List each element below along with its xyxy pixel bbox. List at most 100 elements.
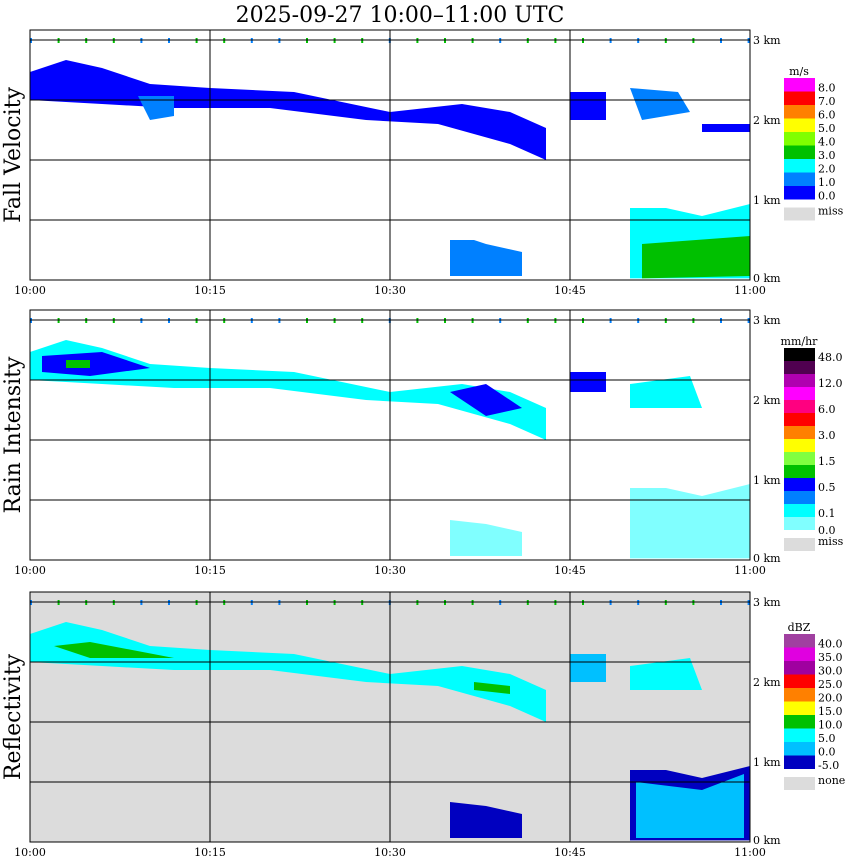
legend-label: 15.0 (818, 705, 843, 718)
plot-frame (29, 309, 751, 561)
legend-swatch (784, 159, 815, 173)
legend-label: 0.0 (818, 524, 836, 537)
y-tick-label: 2 km (753, 394, 781, 407)
legend-swatch (784, 387, 815, 400)
legend-swatch (784, 78, 815, 92)
legend-label: 5.0 (818, 732, 836, 745)
echo-region (630, 484, 750, 559)
y-tick-label: 3 km (753, 596, 781, 609)
legend-swatch (784, 728, 815, 742)
legend-swatch (784, 361, 815, 374)
x-tick-label: 10:00 (14, 564, 46, 577)
legend-swatch (784, 91, 815, 105)
echo-region (138, 96, 174, 120)
legend-swatch (784, 478, 815, 491)
legend-label: 25.0 (818, 678, 843, 691)
legend-swatch (784, 491, 815, 504)
legend-label: 6.0 (818, 109, 836, 122)
y-axis-label: Reflectivity (1, 653, 26, 780)
x-tick-label: 10:45 (554, 564, 586, 577)
legend-swatch (784, 413, 815, 426)
legend-swatch (784, 715, 815, 729)
chart-title: 2025-09-27 10:00–11:00 UTC (236, 3, 565, 28)
legend-label: 30.0 (818, 665, 843, 678)
legend-label: 3.0 (818, 149, 836, 162)
echo-region (570, 372, 606, 392)
x-tick-label: 10:00 (14, 284, 46, 297)
legend-missing-swatch (784, 207, 815, 221)
legend-missing-label: miss (818, 535, 844, 548)
legend-swatch (784, 145, 815, 159)
plot-frame (29, 591, 751, 843)
echo-region (450, 520, 522, 556)
legend-swatch (784, 452, 815, 465)
legend-swatch (784, 504, 815, 517)
legend-swatch (784, 186, 815, 200)
y-axis-label: Rain Intensity (1, 356, 26, 513)
legend-swatch (784, 105, 815, 119)
echo-region (450, 384, 522, 416)
echo-region (630, 658, 702, 690)
legend-label: 2.0 (818, 163, 836, 176)
x-tick-label: 10:15 (194, 284, 226, 297)
echo-region (42, 352, 150, 376)
legend-label: 0.0 (818, 190, 836, 203)
x-tick-label: 10:15 (194, 564, 226, 577)
legend-unit: m/s (789, 65, 809, 78)
legend-label: 0.1 (818, 507, 836, 520)
legend-swatch (784, 348, 815, 361)
x-tick-label: 10:30 (374, 846, 406, 859)
legend-label: 10.0 (818, 719, 843, 732)
legend-missing-label: miss (818, 205, 844, 218)
echo-region (702, 124, 750, 132)
legend-swatch (784, 426, 815, 439)
x-tick-label: 11:00 (734, 564, 766, 577)
legend-swatch (784, 439, 815, 452)
y-tick-label: 3 km (753, 314, 781, 327)
x-tick-label: 10:15 (194, 846, 226, 859)
legend-swatch (784, 118, 815, 132)
legend-label: 7.0 (818, 95, 836, 108)
echo-region (642, 236, 750, 279)
legend-label: 1.0 (818, 176, 836, 189)
echo-region (630, 376, 702, 408)
panel-rain-intensity: 0 km 1 km 2 km 3 km 10:00 10:15 10:30 10:45 11:0… (1, 309, 844, 577)
legend-swatch (784, 517, 815, 530)
echo-region (30, 622, 546, 722)
legend-label: 35.0 (818, 651, 843, 664)
x-tick-label: 10:45 (554, 284, 586, 297)
panel-fall-velocity: 0 km 1 km 2 km 3 km 10:00 10:15 10:30 10:45 11:0… (1, 29, 844, 297)
legend-label: 8.0 (818, 82, 836, 95)
echo-region (630, 88, 690, 120)
x-tick-label: 11:00 (734, 284, 766, 297)
legend-label: 20.0 (818, 692, 843, 705)
y-tick-label: 1 km (753, 194, 781, 207)
legend-swatch (784, 172, 815, 186)
y-tick-label: 2 km (753, 114, 781, 127)
legend-unit: mm/hr (781, 335, 819, 348)
legend-swatch (784, 465, 815, 478)
legend-swatch (784, 755, 815, 769)
y-tick-label: 0 km (753, 552, 781, 565)
legend-label: 6.0 (818, 403, 836, 416)
panel-reflectivity: 0 km 1 km 2 km 3 km 10:00 10:15 10:30 10:45 11:0… (1, 591, 845, 859)
echo-region (66, 360, 90, 368)
legend-swatch (784, 742, 815, 756)
y-tick-label: 2 km (753, 676, 781, 689)
y-tick-label: 0 km (753, 834, 781, 847)
echo-region (30, 60, 546, 160)
legend-swatch (784, 374, 815, 387)
legend-swatch (784, 647, 815, 661)
echo-region (54, 642, 174, 658)
legend-missing-swatch (784, 538, 815, 551)
x-tick-label: 10:00 (14, 846, 46, 859)
legend-label: 1.5 (818, 455, 836, 468)
x-tick-label: 11:00 (734, 846, 766, 859)
echo-region (450, 802, 522, 838)
legend-label: 48.0 (818, 351, 843, 364)
x-tick-label: 10:45 (554, 846, 586, 859)
echo-region (570, 654, 606, 682)
legend-swatch (784, 688, 815, 702)
legend-label: 3.0 (818, 429, 836, 442)
